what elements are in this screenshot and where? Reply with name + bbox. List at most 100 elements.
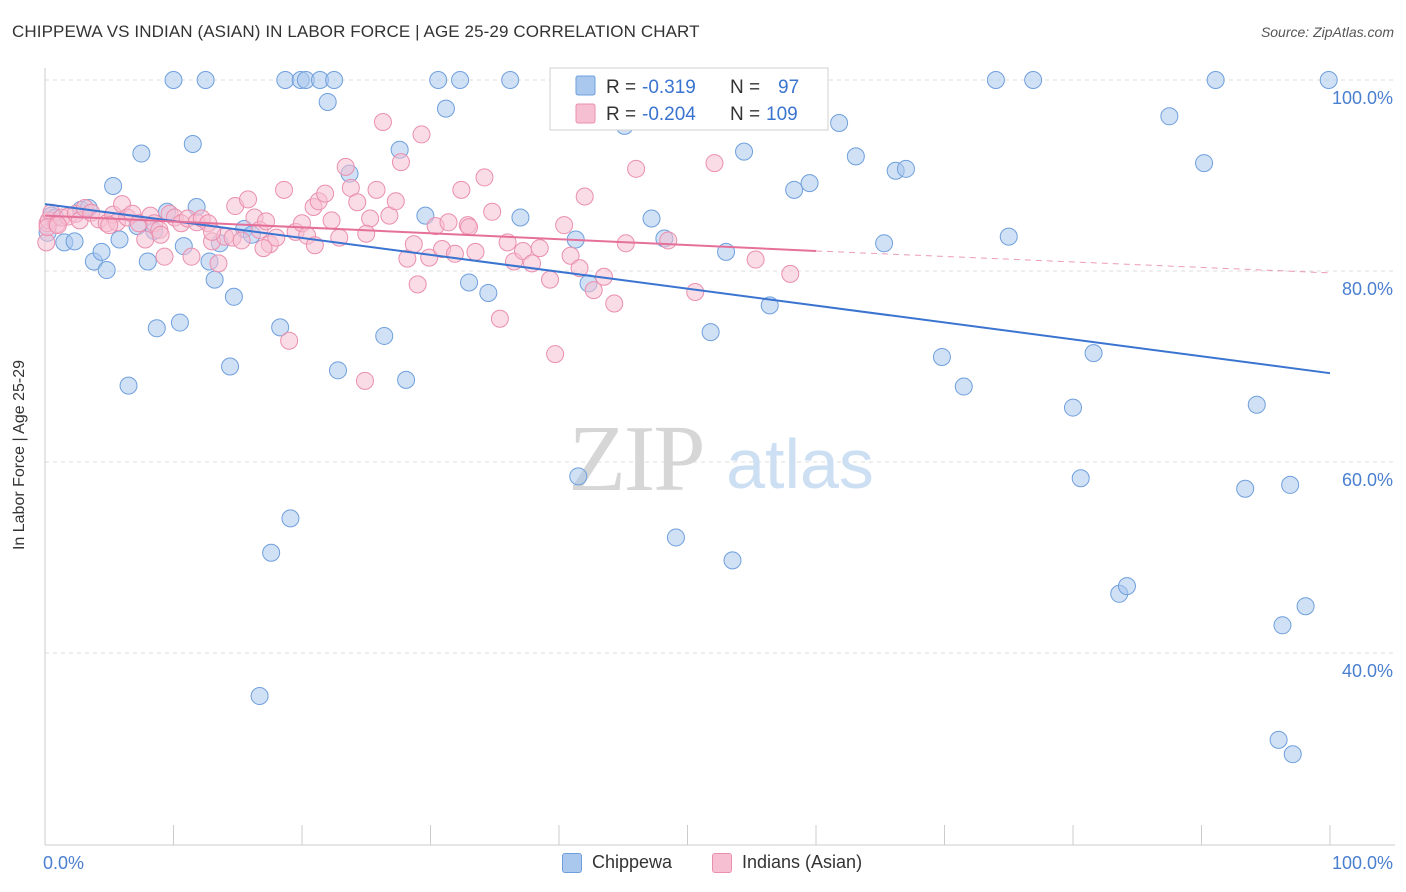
chippewa-point xyxy=(1247,395,1266,414)
indians-asian-point xyxy=(746,250,765,269)
indians-asian-point xyxy=(257,212,276,231)
chippewa-point xyxy=(65,232,84,251)
chippewa-point xyxy=(271,318,290,337)
chippewa-point xyxy=(1084,344,1103,363)
chippewa-point xyxy=(999,227,1018,246)
chippewa-point xyxy=(1319,71,1338,89)
chippewa-point xyxy=(846,147,865,166)
chart-title: CHIPPEWA VS INDIAN (ASIAN) IN LABOR FORC… xyxy=(12,22,700,41)
indians-asian-point xyxy=(361,209,380,228)
indians-asian-point xyxy=(355,371,374,390)
y-axis-title: In Labor Force | Age 25-29 xyxy=(11,359,28,551)
indians-asian-point xyxy=(439,213,458,232)
chippewa-point xyxy=(1296,597,1315,616)
indians-asian-swatch xyxy=(712,852,732,873)
indians-asian-point xyxy=(357,224,376,243)
chippewa-point xyxy=(328,361,347,380)
chippewa-point xyxy=(896,159,915,178)
chippewa-point xyxy=(569,467,588,486)
indians-asian-point xyxy=(686,283,705,302)
indians-asian-point xyxy=(570,259,589,278)
indians-asian-point xyxy=(367,180,386,199)
chippewa-point xyxy=(1281,475,1300,494)
indians-asian-point xyxy=(408,275,427,294)
chippewa-point xyxy=(250,686,269,705)
chippewa-point xyxy=(196,71,215,89)
chippewa-point xyxy=(205,270,224,289)
chippewa-point xyxy=(760,296,779,315)
y-tick-label: 80.0% xyxy=(1342,279,1393,299)
indians-asian-point xyxy=(182,247,201,266)
chippewa-point xyxy=(511,208,530,227)
legend-r-value: -0.204 xyxy=(642,104,696,125)
source-credit: Source: ZipAtlas.com xyxy=(1260,24,1394,40)
indians-asian-point xyxy=(575,187,594,206)
indians-asian-point xyxy=(322,211,341,230)
chippewa-point xyxy=(954,377,973,396)
x-tick-label: 100.0% xyxy=(1332,853,1393,873)
chippewa-swatch xyxy=(562,852,582,873)
indians-asian-label: Indians (Asian) xyxy=(742,852,863,872)
chippewa-point xyxy=(666,528,685,547)
legend-swatch-indians-asian xyxy=(575,103,596,124)
chippewa-point xyxy=(460,273,479,292)
legend-r-label: R = xyxy=(606,104,636,125)
indians-asian-point xyxy=(627,159,646,178)
chippewa-point xyxy=(986,71,1005,89)
indians-asian-point xyxy=(546,345,565,364)
indians-asian-point xyxy=(232,231,251,250)
chippewa-point xyxy=(375,326,394,345)
chippewa-point xyxy=(97,261,116,280)
chippewa-point xyxy=(642,209,661,228)
chippewa-point xyxy=(830,113,849,132)
tick-labels: 40.0% 60.0% 80.0% 100.0% 0.0% 100.0% xyxy=(43,88,1393,873)
legend-n-value: 109 xyxy=(766,104,798,125)
indians-asian-point xyxy=(555,216,574,235)
chippewa-point xyxy=(875,234,894,253)
watermark-atlas: atlas xyxy=(726,425,874,503)
chippewa-point xyxy=(1160,107,1179,126)
indians-asian-point xyxy=(239,190,258,209)
trend-lines xyxy=(44,203,1331,375)
watermark: ZIP atlas xyxy=(569,407,874,511)
chippewa-point xyxy=(170,313,189,332)
bottom-legend: Chippewa Indians (Asian) xyxy=(0,852,1406,878)
chippewa-point xyxy=(1071,469,1090,488)
chippewa-label: Chippewa xyxy=(592,852,673,872)
chippewa-point xyxy=(1117,577,1136,596)
chippewa-point xyxy=(164,71,183,89)
chippewa-point xyxy=(1195,154,1214,173)
watermark-zip: ZIP xyxy=(569,407,704,511)
chippewa-point xyxy=(132,144,151,163)
indians-asian-point xyxy=(373,113,392,132)
indians-asian-point xyxy=(275,180,294,199)
chippewa-point xyxy=(1236,479,1255,498)
chippewa-point xyxy=(785,180,804,199)
indians-asian-point xyxy=(490,309,509,328)
chippewa-point xyxy=(397,370,416,389)
chippewa-point xyxy=(147,319,166,338)
indians-asian-point xyxy=(151,225,170,244)
legend-n-label: N = xyxy=(730,77,760,98)
indians-asian-point xyxy=(530,239,549,258)
indians-asian-point xyxy=(605,294,624,313)
indians-asian-point xyxy=(386,192,405,211)
axes xyxy=(44,68,1395,846)
indians-asian-point xyxy=(659,231,678,250)
legend-n-label: N = xyxy=(730,104,760,125)
bottom-legend-chippewa: Chippewa xyxy=(562,852,672,873)
y-tick-label: 60.0% xyxy=(1342,470,1393,490)
indians-asian-point xyxy=(280,331,299,350)
chippewa-point xyxy=(800,174,819,193)
chippewa-point xyxy=(479,283,498,302)
y-tick-label: 100.0% xyxy=(1332,88,1393,108)
chippewa-point xyxy=(1064,398,1082,417)
chippewa-point xyxy=(436,99,455,118)
chippewa-point xyxy=(281,509,300,528)
indians-asian-point xyxy=(561,246,580,265)
chippewa-point xyxy=(325,71,344,89)
indians-asian-point xyxy=(460,218,479,237)
indians-asian-point xyxy=(336,157,355,176)
y-tick-label: 40.0% xyxy=(1342,661,1393,681)
